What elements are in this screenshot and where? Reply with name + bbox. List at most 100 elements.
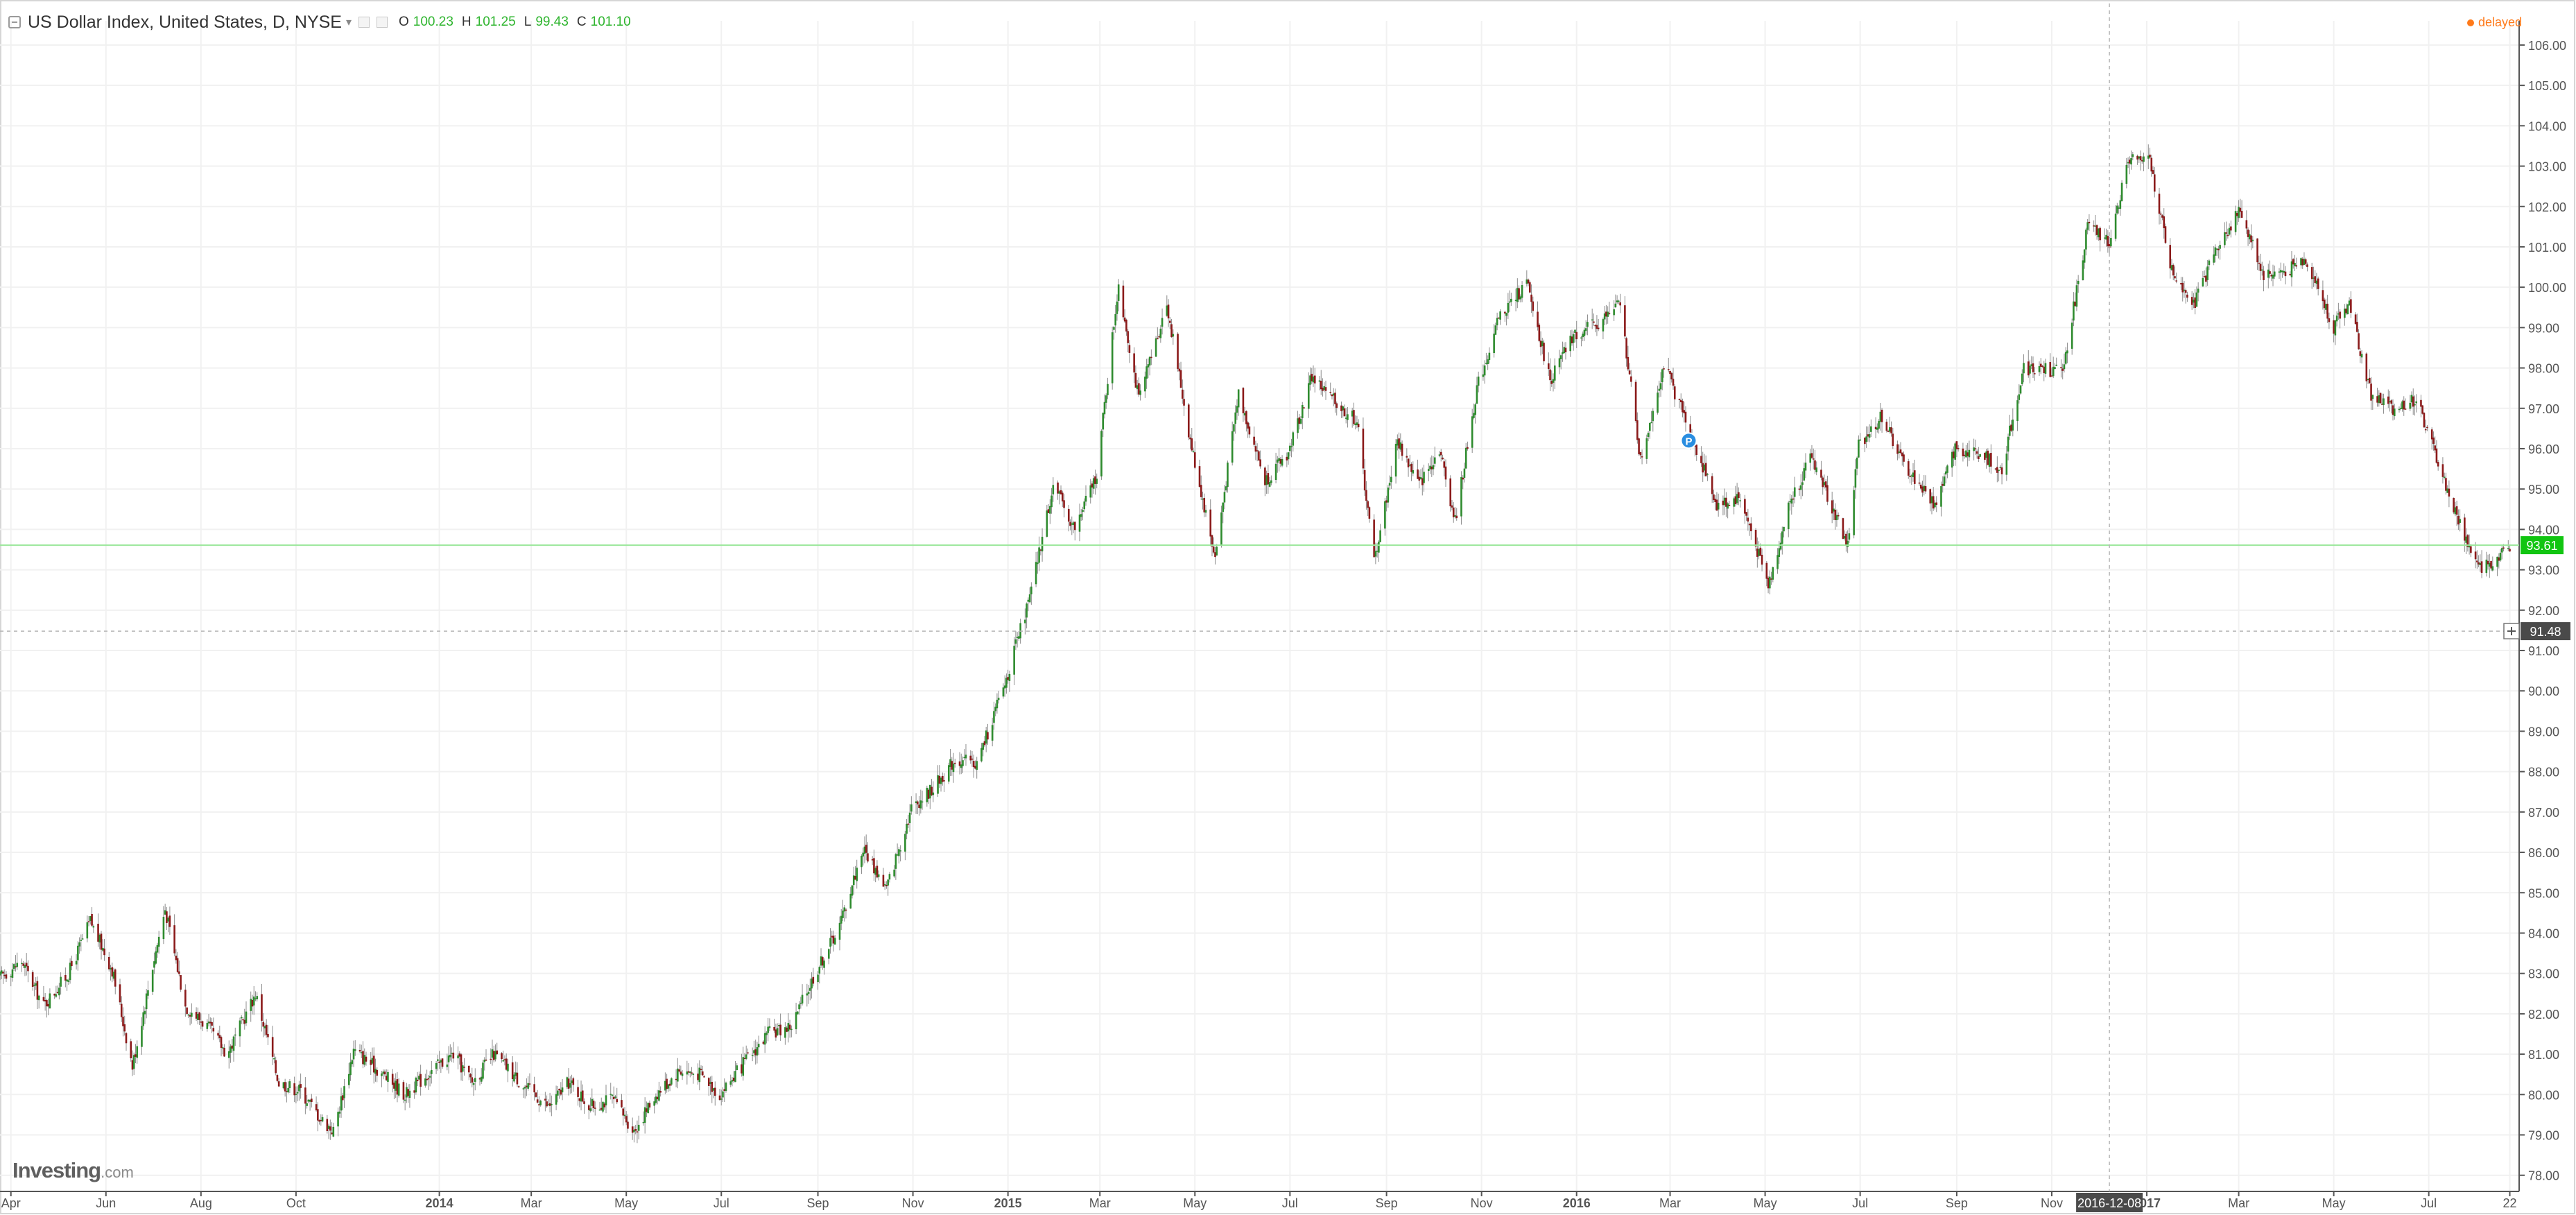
candle-body bbox=[622, 1108, 625, 1116]
candle-body bbox=[2259, 264, 2262, 271]
collapse-legend-icon[interactable] bbox=[8, 16, 21, 28]
candle-body bbox=[449, 1054, 451, 1058]
candle-body bbox=[1810, 453, 1813, 458]
candle-body bbox=[1047, 509, 1050, 513]
candle-body bbox=[288, 1081, 291, 1089]
candle-body bbox=[2412, 396, 2414, 407]
candle-body bbox=[365, 1056, 368, 1062]
candle-body bbox=[1374, 551, 1377, 557]
candle-body bbox=[1051, 495, 1053, 508]
candle-body bbox=[929, 784, 931, 799]
candle-body bbox=[779, 1024, 781, 1035]
candle-body bbox=[71, 960, 73, 967]
settings-icon[interactable] bbox=[358, 17, 370, 28]
candle-body bbox=[677, 1068, 679, 1082]
candle-body bbox=[341, 1095, 344, 1101]
candle-body bbox=[1242, 388, 1245, 413]
candle-body bbox=[311, 1098, 313, 1103]
candle-body bbox=[778, 1024, 780, 1026]
candle-body bbox=[1499, 311, 1501, 320]
candle-body bbox=[976, 761, 978, 770]
chevron-down-icon[interactable]: ▾ bbox=[345, 17, 352, 28]
candle-body bbox=[184, 990, 187, 1007]
candle-body bbox=[535, 1092, 537, 1097]
candle-body bbox=[2023, 363, 2025, 374]
candle-body bbox=[1853, 490, 1855, 535]
candle-body bbox=[2193, 300, 2195, 303]
candle-body bbox=[31, 972, 34, 987]
candle-body bbox=[396, 1079, 399, 1095]
candle-body bbox=[485, 1059, 487, 1061]
candle-body bbox=[2093, 225, 2095, 227]
candle-body bbox=[2147, 155, 2150, 159]
crosshair-price-tag bbox=[2521, 622, 2570, 641]
candle-body bbox=[745, 1054, 747, 1059]
candle-body bbox=[1320, 381, 1322, 390]
candle-body bbox=[142, 1012, 145, 1026]
candle-body bbox=[343, 1086, 345, 1098]
candle-body bbox=[865, 845, 867, 853]
candle-body bbox=[1669, 370, 1671, 374]
candle-body bbox=[867, 853, 869, 862]
candle-body bbox=[625, 1116, 628, 1123]
candle-body bbox=[932, 792, 935, 795]
candle-body bbox=[2470, 546, 2472, 553]
candle-body bbox=[921, 801, 924, 803]
candle-body bbox=[1312, 376, 1315, 383]
candle-body bbox=[1037, 562, 1039, 565]
candle-body bbox=[1345, 417, 1347, 419]
candle-body bbox=[1013, 646, 1015, 675]
candle-body bbox=[1569, 336, 1572, 352]
candle-body bbox=[402, 1082, 405, 1100]
candle-body bbox=[2114, 214, 2117, 239]
candle-body bbox=[2098, 228, 2100, 238]
candle-body bbox=[2247, 230, 2249, 237]
candle-body bbox=[1018, 636, 1020, 639]
candle-body bbox=[122, 1017, 124, 1026]
candle-body bbox=[877, 874, 880, 877]
candle-body bbox=[1968, 449, 1971, 458]
candle-body bbox=[438, 1061, 440, 1063]
candle-body bbox=[851, 885, 854, 896]
candle-body bbox=[1028, 594, 1031, 603]
candle-body bbox=[1334, 393, 1336, 404]
candle-body bbox=[393, 1083, 395, 1089]
candle-body bbox=[494, 1051, 496, 1060]
candle-body bbox=[2317, 278, 2319, 289]
candle-body bbox=[951, 761, 953, 770]
candle-body bbox=[191, 1013, 193, 1017]
candle-body bbox=[2453, 497, 2455, 512]
candle-body bbox=[1859, 439, 1861, 441]
candle-body bbox=[1516, 288, 1519, 302]
candle-body bbox=[1750, 523, 1752, 532]
candle-body bbox=[729, 1081, 732, 1085]
candle-body bbox=[1608, 313, 1611, 314]
symbol-title[interactable]: US Dollar Index, United States, D, NYSE bbox=[28, 12, 342, 32]
candle-body bbox=[2273, 271, 2276, 277]
candle-body bbox=[637, 1124, 640, 1131]
candle-body bbox=[2379, 393, 2382, 404]
candle-body bbox=[2095, 225, 2098, 235]
candle-body bbox=[1222, 502, 1225, 512]
candle-body bbox=[2258, 262, 2261, 264]
candle-body bbox=[1430, 466, 1433, 469]
candle-body bbox=[446, 1065, 449, 1067]
candle-body bbox=[1157, 338, 1159, 340]
candle-body bbox=[1429, 465, 1431, 469]
x-tick-label: Aug bbox=[190, 1196, 212, 1210]
candle-body bbox=[80, 940, 83, 941]
candle-body bbox=[1127, 331, 1129, 343]
event-marker-icon[interactable] bbox=[1680, 432, 1697, 449]
candle-body bbox=[1683, 410, 1686, 413]
candle-body bbox=[474, 1078, 476, 1082]
candle-body bbox=[544, 1098, 546, 1101]
chart-legend: US Dollar Index, United States, D, NYSE … bbox=[8, 10, 635, 35]
candle-body bbox=[198, 1012, 200, 1020]
y-tick-label: 97.00 bbox=[2528, 402, 2559, 416]
candle-body bbox=[262, 1022, 265, 1027]
remove-icon[interactable] bbox=[377, 17, 388, 28]
candle-body bbox=[1815, 467, 1818, 472]
candle-body bbox=[1583, 329, 1586, 336]
